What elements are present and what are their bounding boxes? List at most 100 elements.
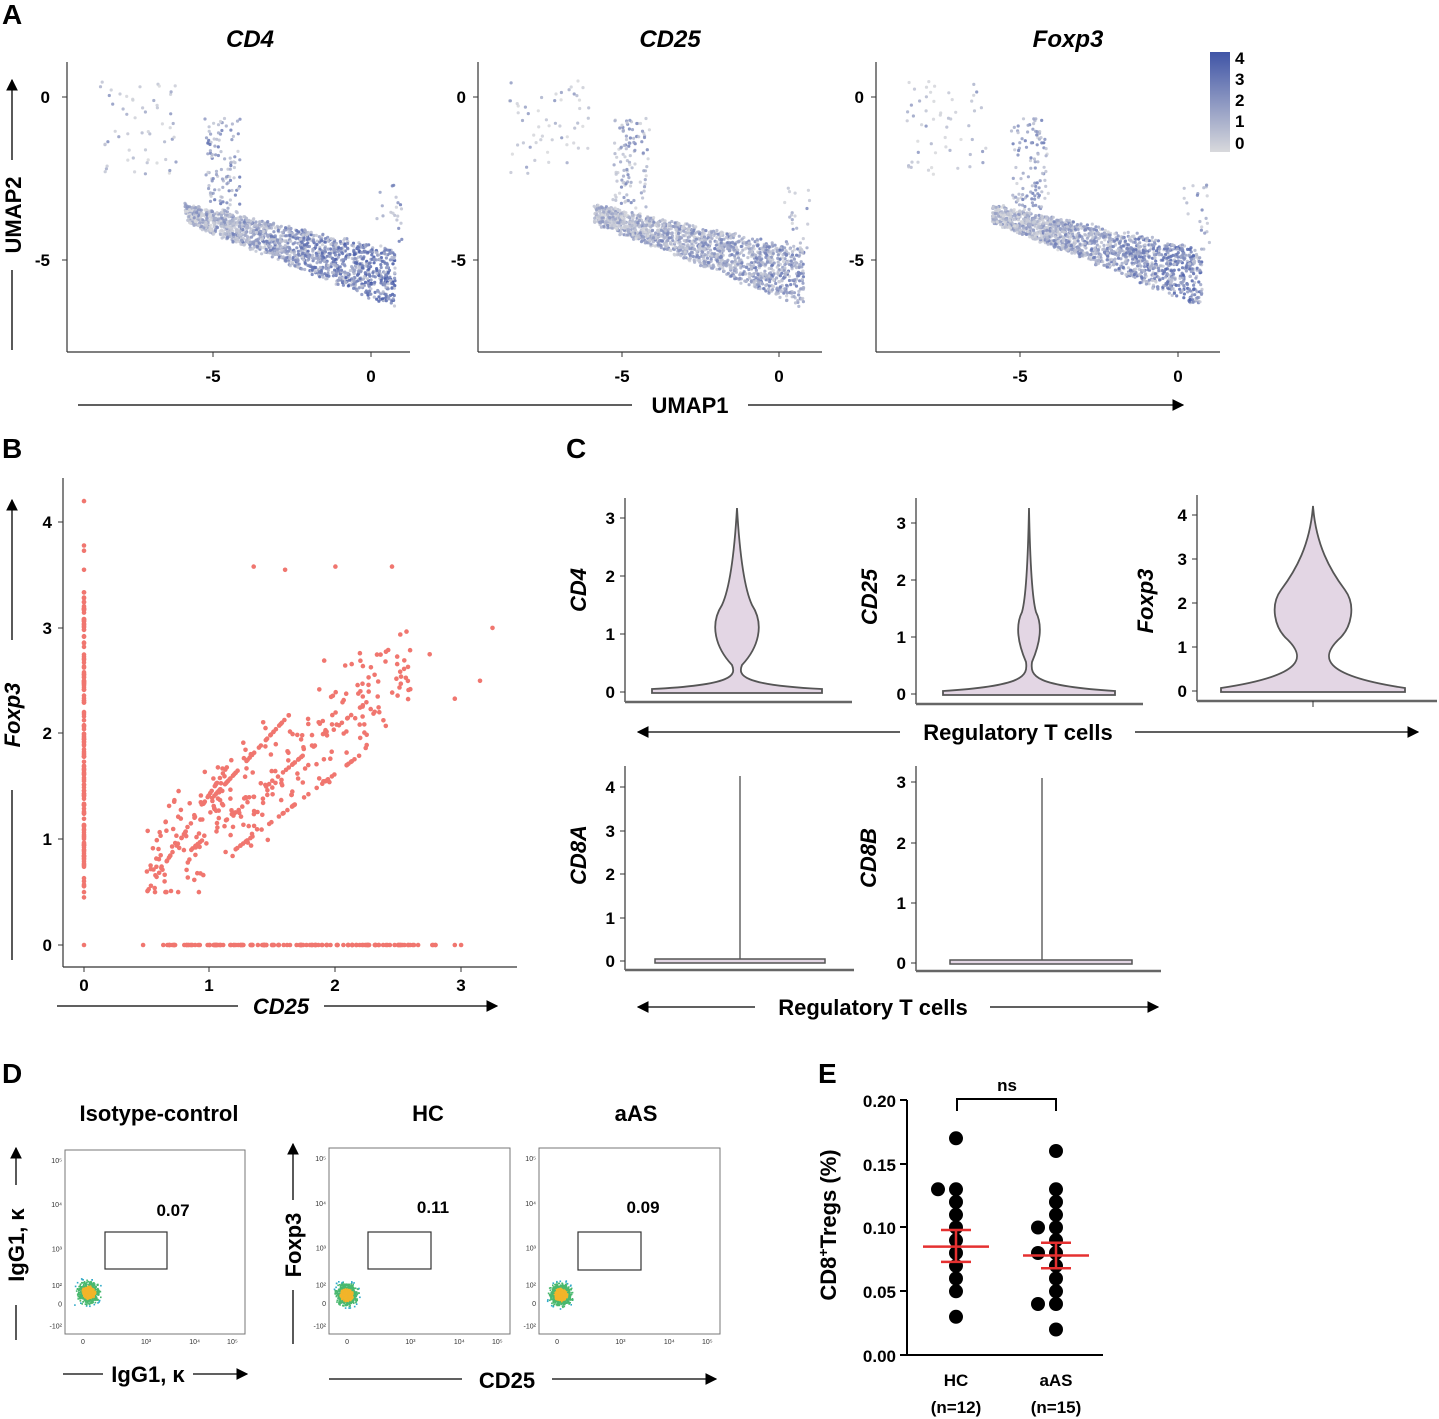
umap-point bbox=[780, 279, 784, 283]
umap-point bbox=[220, 228, 224, 232]
umap-point bbox=[255, 231, 259, 235]
umap-point bbox=[744, 265, 749, 269]
umap-point bbox=[1061, 235, 1065, 239]
umap-point bbox=[618, 208, 622, 212]
umap-point bbox=[238, 215, 242, 219]
umap-point bbox=[168, 168, 172, 173]
umap-point bbox=[1040, 217, 1044, 221]
umap-point bbox=[605, 212, 610, 216]
umap-point bbox=[611, 198, 615, 202]
umap-point bbox=[343, 244, 348, 248]
umap-point bbox=[219, 150, 223, 154]
umap-point bbox=[698, 232, 702, 236]
umap-point bbox=[801, 275, 806, 279]
umap-point bbox=[232, 160, 236, 164]
umap-point bbox=[714, 255, 718, 259]
umap-point bbox=[331, 260, 335, 264]
umap-point bbox=[1071, 226, 1075, 230]
umap-point bbox=[1111, 263, 1116, 267]
umap-point bbox=[747, 283, 751, 287]
umap-point bbox=[1044, 154, 1048, 158]
umap-point bbox=[741, 248, 745, 252]
umap-point bbox=[660, 218, 664, 222]
umap-point bbox=[270, 251, 274, 255]
umap-point bbox=[1103, 228, 1107, 233]
umap-point bbox=[601, 216, 605, 220]
umap-point bbox=[619, 145, 623, 149]
umap-point bbox=[746, 262, 750, 266]
umap-point bbox=[1066, 235, 1070, 239]
umap-point bbox=[718, 267, 722, 271]
umap-point bbox=[659, 234, 663, 238]
umap-point bbox=[1094, 225, 1098, 229]
umap-point bbox=[272, 230, 276, 234]
umap-point bbox=[1052, 220, 1056, 224]
umap-point bbox=[155, 103, 159, 107]
umap-point bbox=[621, 174, 626, 178]
umap-point bbox=[744, 272, 748, 276]
umap-point bbox=[386, 287, 390, 291]
umap-point bbox=[1090, 247, 1094, 251]
umap-point bbox=[576, 121, 580, 125]
umap-point bbox=[558, 124, 562, 128]
umap-point bbox=[1158, 278, 1162, 282]
umap-point bbox=[244, 216, 249, 220]
umap-point bbox=[682, 229, 686, 233]
umap-point bbox=[226, 167, 230, 171]
umap-point bbox=[103, 142, 107, 146]
umap-point bbox=[565, 161, 569, 165]
umap-point bbox=[737, 260, 741, 264]
umap-point bbox=[283, 239, 287, 243]
umap-point bbox=[317, 250, 321, 254]
umap-point bbox=[674, 223, 678, 227]
umap-point bbox=[747, 241, 751, 245]
umap-point bbox=[1192, 283, 1196, 287]
umap-point bbox=[254, 242, 258, 246]
umap-point bbox=[1075, 223, 1080, 227]
umap-point bbox=[713, 232, 717, 236]
umap-point bbox=[632, 136, 636, 140]
umap-point bbox=[301, 233, 305, 237]
umap-point bbox=[222, 208, 227, 212]
umap-point bbox=[268, 248, 272, 252]
umap-point bbox=[199, 224, 204, 228]
umap-point bbox=[628, 118, 632, 122]
umap-point bbox=[359, 245, 363, 249]
umap-point bbox=[995, 220, 999, 224]
umap-point bbox=[1080, 226, 1084, 230]
umap-point bbox=[1180, 288, 1184, 293]
umap-point bbox=[1182, 296, 1186, 300]
umap-point bbox=[369, 278, 373, 282]
umap-point bbox=[223, 157, 227, 161]
umap-point bbox=[718, 264, 723, 268]
umap-point bbox=[315, 239, 319, 243]
umap-point bbox=[691, 254, 695, 259]
umap-point bbox=[533, 158, 537, 162]
umap-point bbox=[1023, 139, 1027, 143]
umap-point bbox=[385, 276, 389, 280]
umap-point bbox=[305, 233, 309, 237]
umap-point bbox=[1153, 256, 1157, 260]
umap-point bbox=[778, 257, 782, 261]
umap-point bbox=[321, 275, 325, 279]
umap-point bbox=[701, 229, 705, 233]
umap-point bbox=[1001, 225, 1005, 229]
umap-point bbox=[1150, 243, 1154, 247]
umap-point bbox=[750, 246, 754, 250]
umap-point bbox=[125, 94, 129, 98]
umap-point bbox=[1105, 258, 1109, 262]
umap-point bbox=[1190, 267, 1194, 271]
umap-point bbox=[573, 126, 577, 130]
umap-point bbox=[1018, 141, 1022, 145]
umap-point bbox=[1198, 262, 1202, 266]
umap-point bbox=[334, 273, 338, 278]
umap-point bbox=[1182, 292, 1186, 296]
umap-point bbox=[593, 216, 597, 220]
umap-point bbox=[786, 186, 790, 190]
umap-point bbox=[383, 271, 387, 275]
umap-point bbox=[777, 280, 782, 284]
umap-point bbox=[103, 170, 107, 174]
umap-point bbox=[784, 283, 789, 287]
umap-point bbox=[396, 214, 400, 218]
umap-point bbox=[720, 246, 724, 250]
